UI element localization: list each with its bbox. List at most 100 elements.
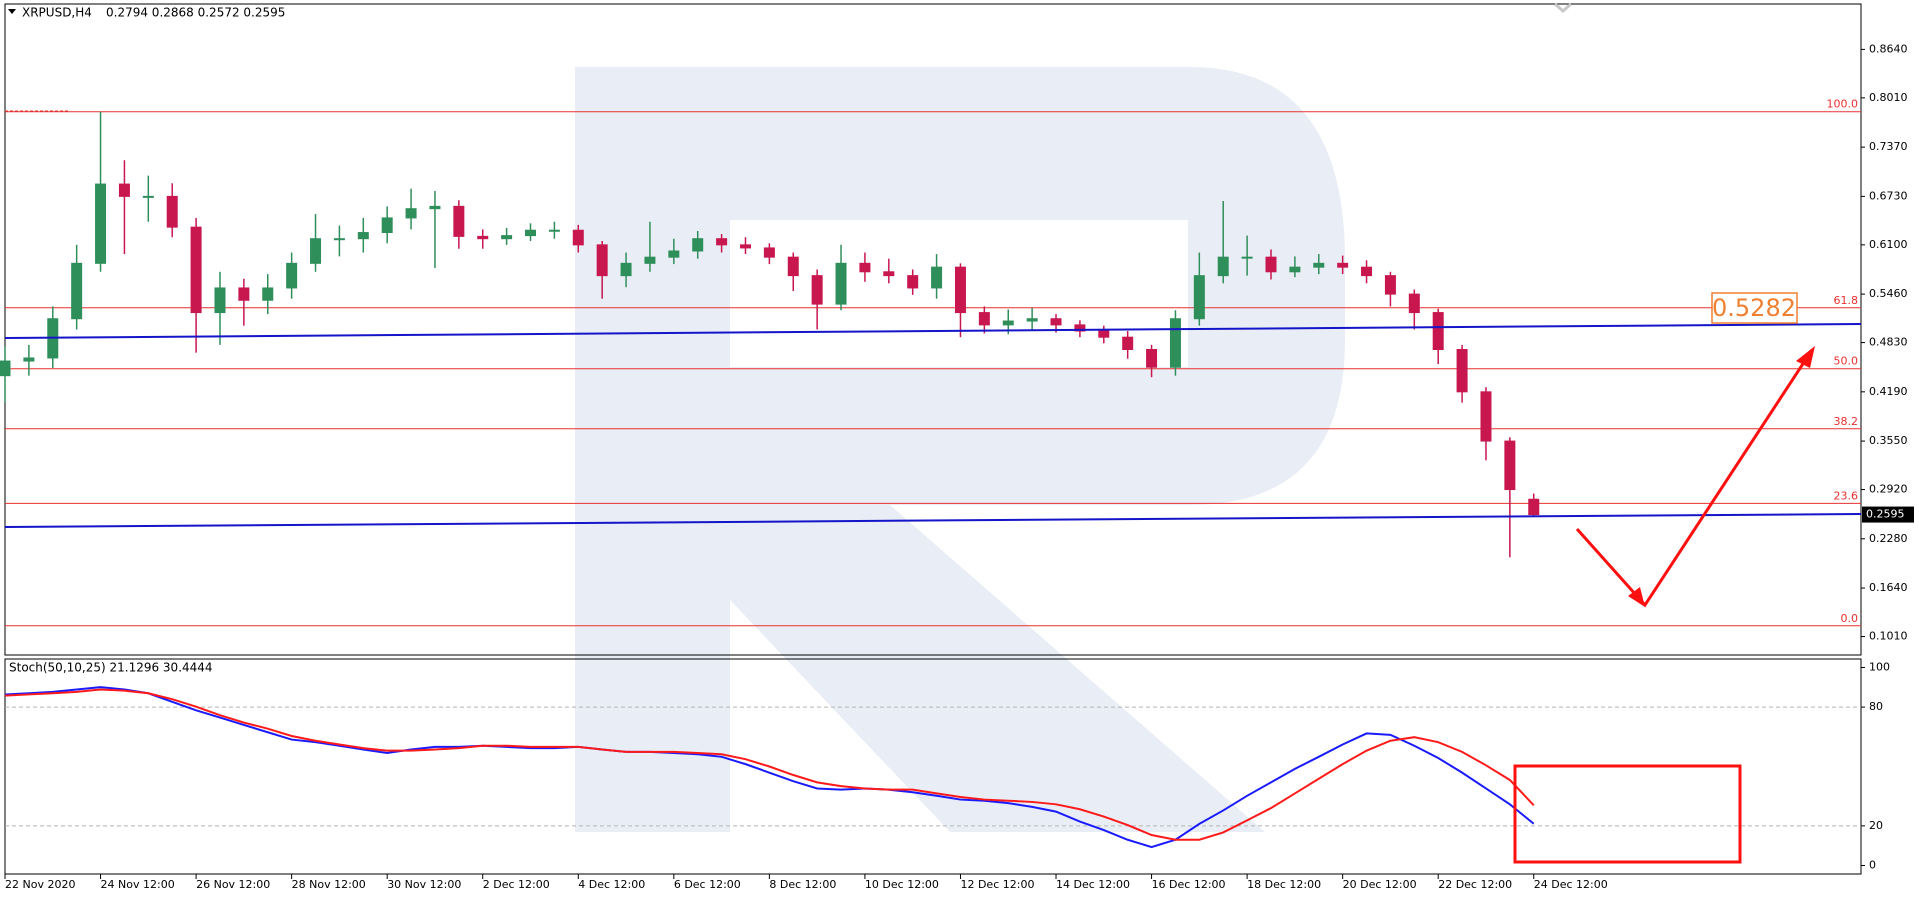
forecast-arrow [1575, 349, 1814, 608]
candle-body [1026, 318, 1038, 322]
candle-body [859, 262, 871, 273]
candle-body [739, 244, 751, 249]
candle-body [501, 235, 513, 240]
y-tick-label: 0.3550 [1869, 434, 1908, 447]
y-tick-label: 0.7370 [1869, 140, 1908, 153]
candle-body [1050, 318, 1062, 326]
x-tick-label: 6 Dec 12:00 [674, 878, 741, 891]
candle-body [1480, 391, 1492, 442]
fib-label: 50.0 [1834, 355, 1859, 368]
x-tick-label: 14 Dec 12:00 [1056, 878, 1130, 891]
stoch-title: Stoch(50,10,25) 21.1296 30.4444 [9, 661, 213, 675]
x-tick-label: 30 Nov 12:00 [387, 878, 461, 891]
candle-body [1122, 336, 1134, 351]
fib-label: 38.2 [1834, 415, 1859, 428]
candle-body [1098, 330, 1110, 338]
candle-body [166, 195, 178, 228]
candle-body [1217, 256, 1229, 277]
y-tick-label: 0.8010 [1869, 91, 1908, 104]
candle-body [907, 275, 919, 289]
x-tick-label: 4 Dec 12:00 [578, 878, 645, 891]
candle-body [286, 262, 298, 289]
candle-body [477, 235, 489, 240]
candle-body [668, 250, 680, 258]
x-tick-label: 18 Dec 12:00 [1247, 878, 1321, 891]
candle-body [1528, 498, 1540, 516]
level-box [1711, 292, 1798, 324]
y-tick-label: 0.6730 [1869, 189, 1908, 202]
y-tick-label: 100 [1869, 661, 1890, 674]
trend-line [4, 323, 1862, 339]
x-tick-label: 8 Dec 12:00 [769, 878, 836, 891]
candle-body [1193, 275, 1205, 320]
candle-body [1432, 312, 1444, 351]
symbol: XRPUSD,H4 [22, 6, 92, 20]
candle-body [381, 217, 393, 234]
candle-body [931, 266, 943, 289]
x-tick-label: 24 Dec 12:00 [1534, 878, 1608, 891]
candle-body [716, 238, 728, 246]
candle-body [23, 357, 35, 362]
y-tick-label: 0.2280 [1869, 532, 1908, 545]
candle-body [954, 266, 966, 314]
x-tick-label: 26 Nov 12:00 [196, 878, 270, 891]
candle-body [1361, 266, 1373, 277]
candle-body [214, 287, 226, 314]
x-tick-label: 12 Dec 12:00 [960, 878, 1034, 891]
candle-body [238, 287, 250, 301]
candle-body [978, 312, 990, 326]
level-annotation: 0.5282 [1712, 294, 1796, 322]
trend-line [4, 513, 1862, 528]
x-tick-label: 22 Dec 12:00 [1438, 878, 1512, 891]
x-tick-label: 10 Dec 12:00 [865, 878, 939, 891]
candle-body [620, 262, 632, 277]
candle-body [787, 256, 799, 277]
candle-body [0, 360, 11, 377]
candle-body [692, 238, 704, 252]
candle-body [1169, 318, 1181, 368]
y-tick-label: 80 [1869, 700, 1883, 713]
y-tick-label: 20 [1869, 819, 1883, 832]
candle-body [429, 205, 441, 210]
candle-body [883, 271, 895, 277]
x-tick-label: 28 Nov 12:00 [292, 878, 366, 891]
candle-body [1265, 256, 1277, 273]
candle-body [1313, 262, 1325, 268]
x-tick-label: 22 Nov 2020 [5, 878, 75, 891]
x-tick-label: 2 Dec 12:00 [483, 878, 550, 891]
candle-body [1456, 349, 1468, 393]
candle-body [811, 275, 823, 305]
y-tick-label: 0.6100 [1869, 238, 1908, 251]
candle-body [357, 232, 369, 240]
candle-body [95, 183, 107, 264]
annotation-layer: 0.5282 XRPUSD,H4 0.2794 0.2868 0.2572 0.… [4, 6, 1914, 864]
candle-body [1241, 256, 1253, 259]
candle-body [1337, 262, 1349, 268]
candle-body [548, 229, 560, 232]
fib-label: 0.0 [1841, 612, 1859, 625]
candle-body [310, 238, 322, 264]
candle-body [333, 238, 345, 241]
y-tick-label: 0.4830 [1869, 336, 1908, 349]
y-tick-label: 0.2920 [1869, 483, 1908, 496]
candle-body [405, 208, 417, 219]
stoch-frame [4, 658, 1862, 875]
candle-body [572, 229, 584, 246]
symbol-menu-icon[interactable] [8, 9, 16, 14]
candle-body [1504, 440, 1516, 491]
highlight-box [1513, 764, 1742, 864]
candle-body [1408, 293, 1420, 314]
candle-body [1074, 324, 1086, 332]
stoch-line [4, 686, 1535, 849]
candle-body [262, 287, 274, 301]
scroll-marker [1554, 2, 1572, 13]
candle-body [71, 262, 83, 320]
main-frame [4, 3, 1862, 656]
ohlc-readout: 0.2794 0.2868 0.2572 0.2595 [106, 6, 285, 20]
x-tick-label: 16 Dec 12:00 [1152, 878, 1226, 891]
fib-label: 23.6 [1834, 489, 1859, 502]
arrow-head [1628, 587, 1645, 607]
